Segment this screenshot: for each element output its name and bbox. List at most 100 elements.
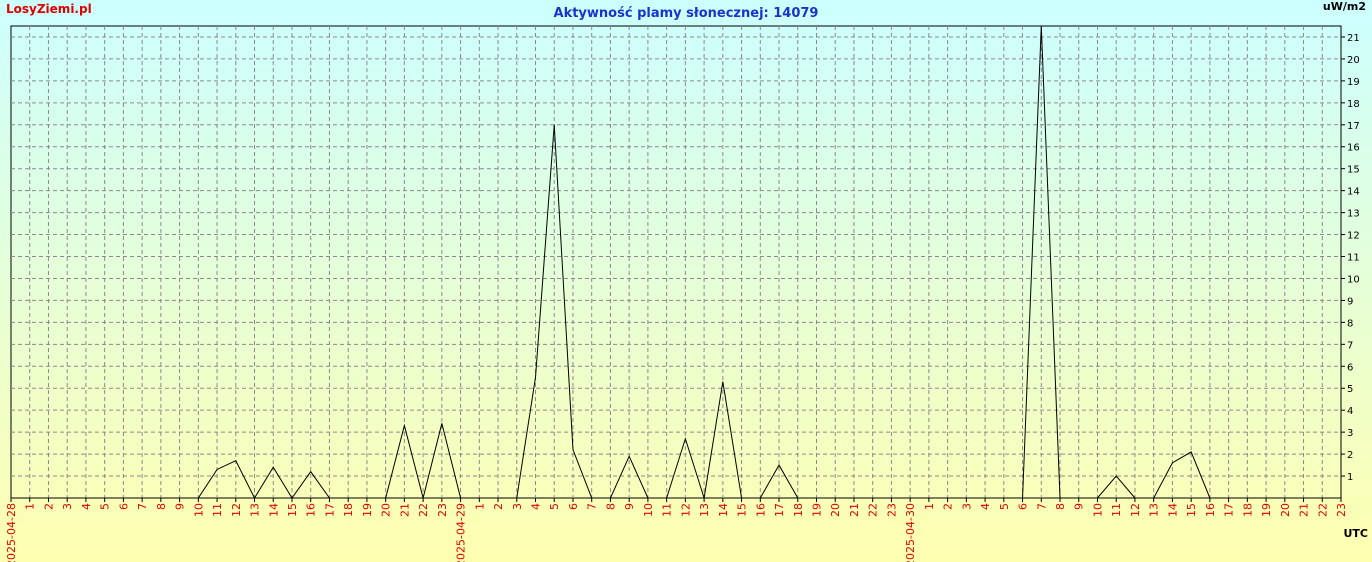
x-tick-label: 4 — [530, 503, 543, 510]
x-tick-label: 10 — [1091, 503, 1104, 517]
x-tick-label: 2 — [942, 503, 955, 510]
plot-frame — [10, 25, 1342, 499]
x-tick-label: 4 — [979, 503, 992, 510]
x-tick-label: 21 — [398, 503, 411, 517]
x-tick-label: 9 — [174, 503, 187, 510]
x-tick-label: 3 — [511, 503, 524, 510]
x-tick-label: 7 — [136, 503, 149, 510]
x-tick-label: 5 — [99, 503, 112, 510]
x-tick-label: 23 — [885, 503, 898, 517]
y-tick-label: 5 — [1347, 384, 1353, 395]
x-tick-label: 6 — [117, 503, 130, 510]
y-tick-label: 15 — [1347, 165, 1360, 176]
y-tick-label: 10 — [1347, 274, 1360, 285]
x-tick-label: 18 — [792, 503, 805, 517]
y-tick-label: 17 — [1347, 121, 1360, 132]
x-tick-label: 15 — [736, 503, 749, 517]
x-tick-label: 7 — [1035, 503, 1048, 510]
x-tick-label: 17 — [1223, 503, 1236, 517]
x-tick-label: 7 — [586, 503, 599, 510]
y-tick-label: 20 — [1347, 55, 1360, 66]
x-tick-label: 13 — [1148, 503, 1161, 517]
x-tick-label: 8 — [1054, 503, 1067, 510]
x-tick-label: 9 — [1073, 503, 1086, 510]
y-tick-label: 4 — [1347, 406, 1353, 417]
x-tick-label: 23 — [436, 503, 449, 517]
x-tick-label: 16 — [754, 503, 767, 517]
y-unit: uW/m2 — [1323, 0, 1366, 13]
y-tick-label: 11 — [1347, 253, 1360, 264]
y-tick-label: 2 — [1347, 450, 1353, 461]
y-tick-label: 1 — [1347, 472, 1353, 483]
x-tick-label: 11 — [211, 503, 224, 517]
y-tick-label: 6 — [1347, 362, 1353, 373]
x-tick-label: 9 — [623, 503, 636, 510]
x-tick-label: 13 — [698, 503, 711, 517]
x-tick-label: 14 — [1166, 503, 1179, 517]
x-tick-label: 14 — [267, 503, 280, 517]
x-tick-label: 3 — [61, 503, 74, 510]
x-tick-label: 14 — [717, 503, 730, 517]
x-tick-label: 10 — [642, 503, 655, 517]
y-tick-label: 16 — [1347, 143, 1360, 154]
x-tick-label: 21 — [848, 503, 861, 517]
y-tick-label: 9 — [1347, 296, 1353, 307]
x-tick-label: 4 — [80, 503, 93, 510]
data-line — [11, 25, 1341, 500]
x-tick-label: 19 — [1260, 503, 1273, 517]
x-tick-label: 21 — [1298, 503, 1311, 517]
x-tick-label: 13 — [249, 503, 262, 517]
y-tick-label: 18 — [1347, 99, 1360, 110]
x-tick-label: 1 — [923, 503, 936, 510]
x-tick-label: 10 — [192, 503, 205, 517]
x-tick-label: 22 — [1316, 503, 1329, 517]
x-tick-label: 2025-04-28 — [5, 503, 18, 562]
x-tick-label: 11 — [1110, 503, 1123, 517]
x-tick-label: 18 — [1241, 503, 1254, 517]
x-tick-label: 12 — [679, 503, 692, 517]
x-tick-label: 11 — [661, 503, 674, 517]
x-tick-label: 17 — [323, 503, 336, 517]
y-tick-label: 13 — [1347, 209, 1360, 220]
x-tick-label: 22 — [417, 503, 430, 517]
x-tick-label: 18 — [342, 503, 355, 517]
x-tick-label: 2025-04-29 — [455, 503, 468, 562]
brand: LosyZiemi.pl — [6, 2, 92, 16]
chart-title: Aktywność plamy słonecznej: 14079 — [554, 6, 819, 21]
x-tick-label: 1 — [473, 503, 486, 510]
x-tick-label: 20 — [829, 503, 842, 517]
y-tick-label: 21 — [1347, 33, 1360, 44]
x-tick-label: 15 — [286, 503, 299, 517]
x-tick-label: 20 — [380, 503, 393, 517]
x-tick-label: 2 — [492, 503, 505, 510]
x-tick-label: 22 — [867, 503, 880, 517]
x-tick-label: 16 — [1204, 503, 1217, 517]
x-tick-label: 5 — [548, 503, 561, 510]
x-tick-label: 12 — [230, 503, 243, 517]
y-tick-label: 19 — [1347, 77, 1360, 88]
x-tick-label: 20 — [1279, 503, 1292, 517]
x-tick-label: 19 — [361, 503, 374, 517]
x-tick-label: 6 — [567, 503, 580, 510]
y-tick-label: 3 — [1347, 428, 1353, 439]
x-tick-label: 12 — [1129, 503, 1142, 517]
x-tick-label: 2025-04-30 — [904, 503, 917, 562]
x-tick-label: 23 — [1335, 503, 1348, 517]
x-tick-label: 2 — [42, 503, 55, 510]
y-tick-label: 14 — [1347, 187, 1360, 198]
x-tick-label: 1 — [24, 503, 37, 510]
x-tick-label: 8 — [604, 503, 617, 510]
x-tick-label: 6 — [1017, 503, 1030, 510]
y-tick-label: 7 — [1347, 340, 1353, 351]
x-tick-label: 15 — [1185, 503, 1198, 517]
x-tick-label: 16 — [305, 503, 318, 517]
x-tick-label: 17 — [773, 503, 786, 517]
y-tick-label: 12 — [1347, 231, 1360, 242]
x-tick-label: 19 — [810, 503, 823, 517]
x-tick-label: 3 — [960, 503, 973, 510]
x-tick-label: 5 — [998, 503, 1011, 510]
x-axis-label: UTC — [1343, 527, 1368, 540]
y-tick-label: 8 — [1347, 318, 1353, 329]
